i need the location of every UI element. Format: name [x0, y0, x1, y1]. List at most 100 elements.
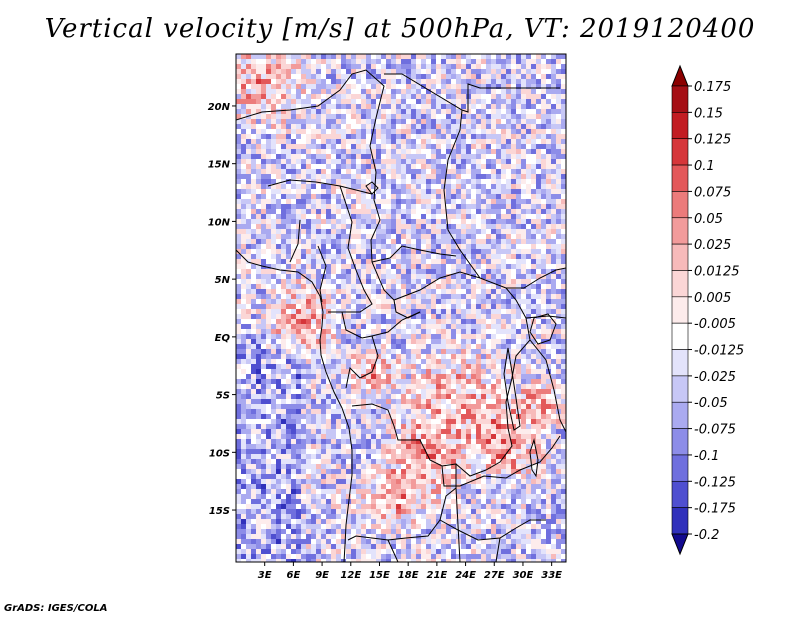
field-cell — [486, 364, 491, 369]
field-cell — [286, 304, 291, 309]
field-cell — [271, 319, 276, 324]
field-cell — [396, 224, 401, 229]
field-cell — [376, 109, 381, 114]
field-cell — [406, 184, 411, 189]
field-cell — [426, 209, 431, 214]
field-cell — [546, 349, 551, 354]
field-cell — [341, 129, 346, 134]
field-cell — [311, 99, 316, 104]
field-cell — [491, 54, 496, 59]
field-cell — [366, 369, 371, 374]
field-cell — [436, 279, 441, 284]
field-cell — [486, 119, 491, 124]
field-cell — [281, 189, 286, 194]
field-cell — [536, 244, 541, 249]
field-cell — [241, 89, 246, 94]
field-cell — [546, 184, 551, 189]
field-cell — [476, 354, 481, 359]
field-cell — [436, 184, 441, 189]
field-cell — [271, 244, 276, 249]
field-cell — [561, 219, 566, 224]
field-cell — [296, 204, 301, 209]
field-cell — [531, 224, 536, 229]
field-cell — [351, 329, 356, 334]
field-cell — [451, 249, 456, 254]
field-cell — [276, 109, 281, 114]
field-cell — [296, 399, 301, 404]
field-cell — [446, 154, 451, 159]
field-cell — [446, 179, 451, 184]
field-cell — [501, 129, 506, 134]
field-cell — [476, 314, 481, 319]
field-cell — [476, 284, 481, 289]
field-cell — [431, 154, 436, 159]
field-cell — [536, 239, 541, 244]
field-cell — [516, 244, 521, 249]
field-cell — [541, 114, 546, 119]
field-cell — [241, 64, 246, 69]
field-cell — [411, 224, 416, 229]
field-cell — [321, 259, 326, 264]
field-cell — [411, 239, 416, 244]
field-cell — [376, 334, 381, 339]
field-cell — [281, 154, 286, 159]
field-cell — [341, 114, 346, 119]
field-cell — [426, 404, 431, 409]
field-cell — [326, 294, 331, 299]
field-cell — [476, 369, 481, 374]
field-cell — [416, 89, 421, 94]
field-cell — [381, 309, 386, 314]
field-cell — [416, 384, 421, 389]
field-cell — [286, 119, 291, 124]
field-cell — [271, 414, 276, 419]
field-cell — [541, 229, 546, 234]
field-cell — [541, 329, 546, 334]
field-cell — [521, 154, 526, 159]
field-cell — [266, 59, 271, 64]
field-cell — [526, 159, 531, 164]
field-cell — [236, 199, 241, 204]
field-cell — [296, 94, 301, 99]
field-cell — [381, 154, 386, 159]
field-cell — [471, 59, 476, 64]
field-cell — [291, 234, 296, 239]
field-cell — [416, 154, 421, 159]
field-cell — [426, 344, 431, 349]
field-cell — [306, 174, 311, 179]
field-cell — [436, 54, 441, 59]
field-cell — [316, 174, 321, 179]
field-cell — [236, 159, 241, 164]
field-cell — [536, 299, 541, 304]
field-cell — [391, 114, 396, 119]
field-cell — [281, 69, 286, 74]
field-cell — [251, 254, 256, 259]
field-cell — [461, 429, 466, 434]
field-cell — [516, 139, 521, 144]
field-cell — [501, 119, 506, 124]
field-cell — [281, 259, 286, 264]
field-cell — [416, 104, 421, 109]
field-cell — [366, 219, 371, 224]
field-cell — [441, 209, 446, 214]
field-cell — [341, 149, 346, 154]
field-cell — [461, 219, 466, 224]
field-cell — [321, 294, 326, 299]
field-cell — [361, 229, 366, 234]
field-cell — [516, 389, 521, 394]
field-cell — [321, 349, 326, 354]
field-cell — [281, 364, 286, 369]
field-cell — [376, 384, 381, 389]
field-cell — [451, 359, 456, 364]
field-cell — [251, 199, 256, 204]
field-cell — [556, 159, 561, 164]
field-cell — [301, 279, 306, 284]
field-cell — [431, 274, 436, 279]
field-cell — [351, 234, 356, 239]
field-cell — [446, 419, 451, 424]
field-cell — [556, 84, 561, 89]
field-cell — [526, 379, 531, 384]
field-cell — [411, 404, 416, 409]
field-cell — [251, 419, 256, 424]
field-cell — [406, 344, 411, 349]
field-cell — [291, 394, 296, 399]
